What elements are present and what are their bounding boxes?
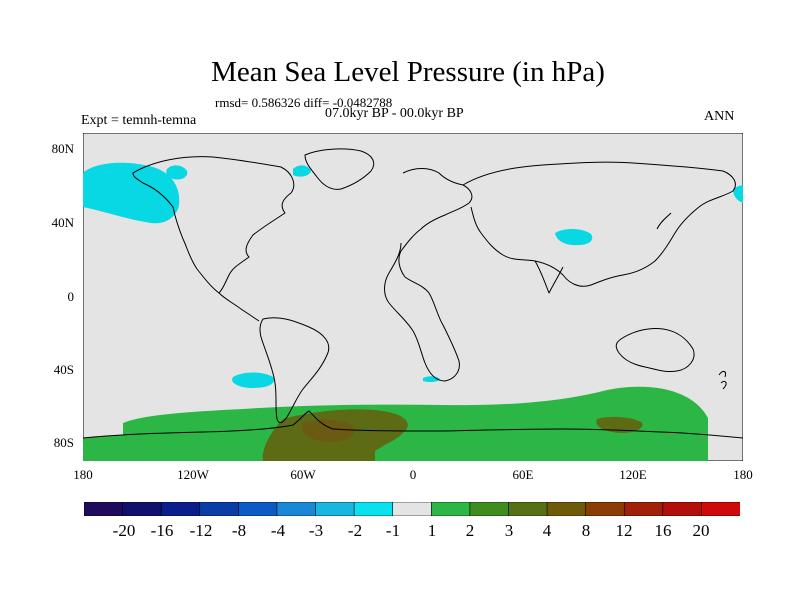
colorbar-swatch [662,502,703,516]
colorbar-label-13: 8 [581,521,591,540]
colorbar-label-5: -4 [270,521,286,540]
colorbar-swatch [122,502,162,516]
stats-label: rmsd= 0.586326 diff= -0.0482788 [215,95,393,110]
asia-coast [462,161,736,287]
colorbar-swatch [276,502,317,516]
colorbar-swatch [238,502,278,516]
colorbar-label-9: 1 [427,521,437,540]
greenland-negative-anomaly [293,165,311,177]
north-pacific-negative-anomaly [83,162,180,224]
antarctic-higher-anomaly [301,419,355,442]
colorbar-label-1: -20 [112,521,136,540]
experiment-label: Expt = temnh-temna [81,113,197,128]
east-pacific-negative-anomaly [733,185,743,203]
lon-label-0: 0 [409,467,417,482]
lat-label-40s: 40S [53,362,74,377]
new-zealand-coast [718,370,727,390]
colorbar-label-11: 3 [504,521,514,540]
colorbar-swatch [84,502,124,516]
japan-coast [656,212,672,230]
colorbar-swatch [430,502,471,516]
period-label: 07.0kyr BP - 00.0kyr BP [325,106,464,121]
lat-label-80n: 80N [51,141,74,156]
antarctic-positive-strip [83,434,143,461]
colorbar-swatch [160,502,201,516]
colorbar-label-8: -1 [385,521,401,540]
lat-label-80s: 80S [53,435,74,450]
alaska-negative-anomaly [166,165,188,180]
colorbar-label-12: 4 [542,521,552,540]
greenland-coast [304,148,375,190]
map-plot [83,133,743,461]
colorbar-label-2: -16 [150,521,174,540]
colorbar-swatch [701,502,740,516]
colorbar-swatch [469,502,510,516]
colorbar [84,502,740,516]
europe-africa-coast [384,168,473,382]
colorbar-label-6: -3 [308,521,324,540]
south-america-coast [259,317,330,424]
colorbar-swatch [315,502,355,516]
lon-label-60e: 60E [512,467,534,482]
lon-label-120w: 120W [177,467,209,482]
colorbar-label-4: -8 [231,521,247,540]
colorbar-swatch [623,502,664,516]
colorbar-swatch [546,502,587,516]
colorbar-label-15: 16 [654,521,672,540]
east-antarctic-high-anomaly [596,416,643,433]
colorbar-swatch [353,502,394,516]
lon-label-60w: 60W [290,467,316,482]
colorbar-swatch [199,502,239,516]
colorbar-swatch [585,502,625,516]
coastlines [83,148,743,439]
colorbar-label-16: 20 [692,521,710,540]
lat-label-40n: 40N [51,215,74,230]
south-atlantic-negative-anomaly [232,372,275,388]
colorbar-label-7: -2 [347,521,363,540]
colorbar-swatch [508,502,548,516]
asia-negative-anomaly [555,228,593,246]
season-label: ANN [704,109,735,124]
central-america-coast [218,292,260,322]
colorbar-label-10: 2 [465,521,475,540]
north-america-coast [132,156,295,294]
colorbar-label-14: 12 [615,521,633,540]
antarctica-coast [83,410,743,439]
india-coast [534,260,564,294]
australia-coast [615,328,695,372]
colorbar-label-3: -12 [189,521,213,540]
map-title: Mean Sea Level Pressure (in hPa) [211,56,605,88]
lon-label-120e: 120E [619,467,647,482]
lon-label-180e: 180 [733,467,753,482]
lon-label-180w: 180 [73,467,93,482]
colorbar-swatch [392,502,432,516]
lat-label-eq: 0 [67,289,75,304]
